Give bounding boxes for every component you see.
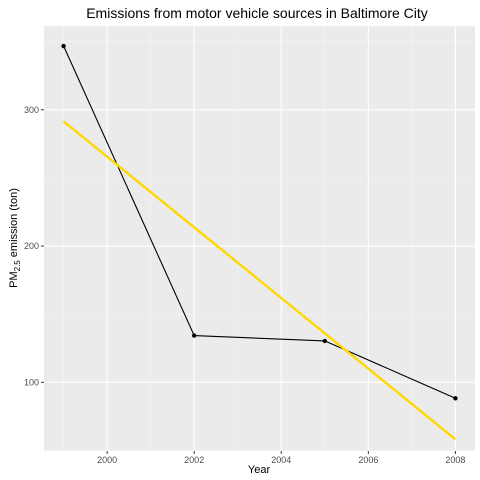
x-tick-label-2008: 2008: [445, 455, 465, 465]
x-tick-label-2000: 2000: [97, 455, 117, 465]
y-tick-label-300: 300: [24, 105, 39, 115]
data-points: [61, 43, 458, 401]
minor-gridlines: [44, 26, 475, 451]
x-tick-label-2006: 2006: [358, 455, 378, 465]
plot-panel: [44, 26, 475, 451]
y-axis-title-subscript: 2.5: [13, 260, 22, 272]
series-line-0: [63, 45, 456, 399]
major-gridlines: [44, 26, 475, 451]
data-point-1999: [61, 43, 66, 49]
y-axis-title: PM2.5 emission (ton): [8, 188, 22, 288]
y-tick-label-100: 100: [24, 377, 39, 387]
data-point-2002: [191, 333, 197, 338]
y-axis-title-suffix: emission (ton): [8, 188, 20, 260]
x-tick-label-2002: 2002: [184, 455, 204, 465]
trend-line: [62, 120, 457, 441]
y-tick-label-200: 200: [24, 241, 39, 251]
x-tick-label-2004: 2004: [271, 455, 291, 465]
series-layer: [63, 45, 456, 399]
y-axis-title-main: PM: [8, 271, 20, 288]
y-axis: 100 200 300: [24, 105, 44, 387]
trend-layer: [62, 120, 457, 441]
data-point-2005: [322, 338, 328, 344]
x-axis-title: Year: [248, 464, 271, 476]
x-axis: 2000 2002 2004 2006 2008: [97, 451, 465, 465]
data-point-2008: [453, 396, 458, 401]
chart-title: Emissions from motor vehicle sources in …: [86, 5, 428, 21]
